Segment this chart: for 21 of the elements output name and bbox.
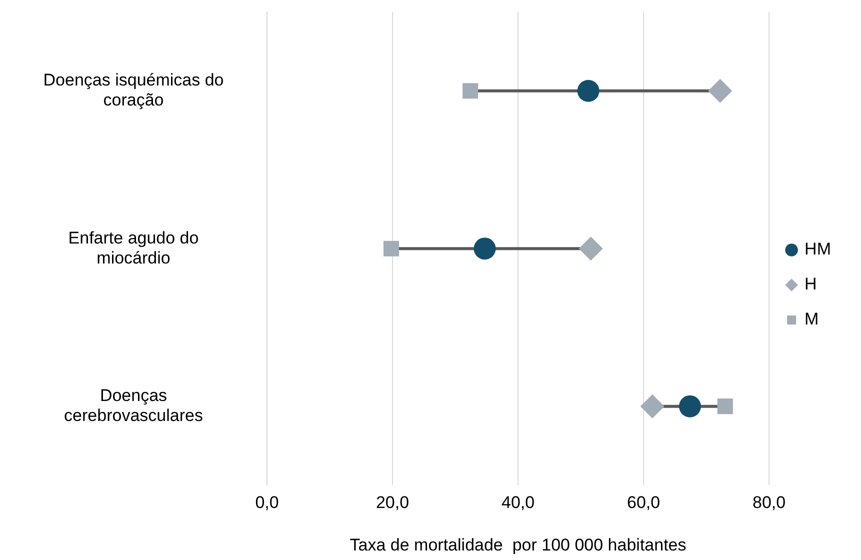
point (578, 236, 603, 261)
point (717, 398, 733, 414)
x-tick-label: 60,0 (627, 493, 660, 512)
point (383, 240, 400, 256)
x-axis-title: Taxa de mortalidade por 100 000 habitantes (350, 535, 686, 554)
point (577, 80, 600, 102)
point (640, 394, 664, 418)
y-tick-label: Doenças cerebrovasculares (64, 386, 203, 426)
x-tick-label: 0,0 (255, 493, 279, 512)
x-tick-label: 40,0 (501, 493, 535, 512)
x-tick-label: 20,0 (376, 493, 410, 512)
legend-label: HM (804, 240, 832, 259)
point (708, 78, 732, 103)
point (462, 83, 478, 99)
point (474, 238, 496, 260)
x-tick-label: 80,0 (752, 493, 786, 512)
legend-label: H (804, 274, 817, 294)
legend-label: M (804, 310, 819, 329)
y-tick-label: Enfarte agudo do miocárdio (68, 228, 199, 268)
y-tick-label: Doenças isquémicas do coração (43, 70, 224, 110)
point (678, 395, 701, 418)
